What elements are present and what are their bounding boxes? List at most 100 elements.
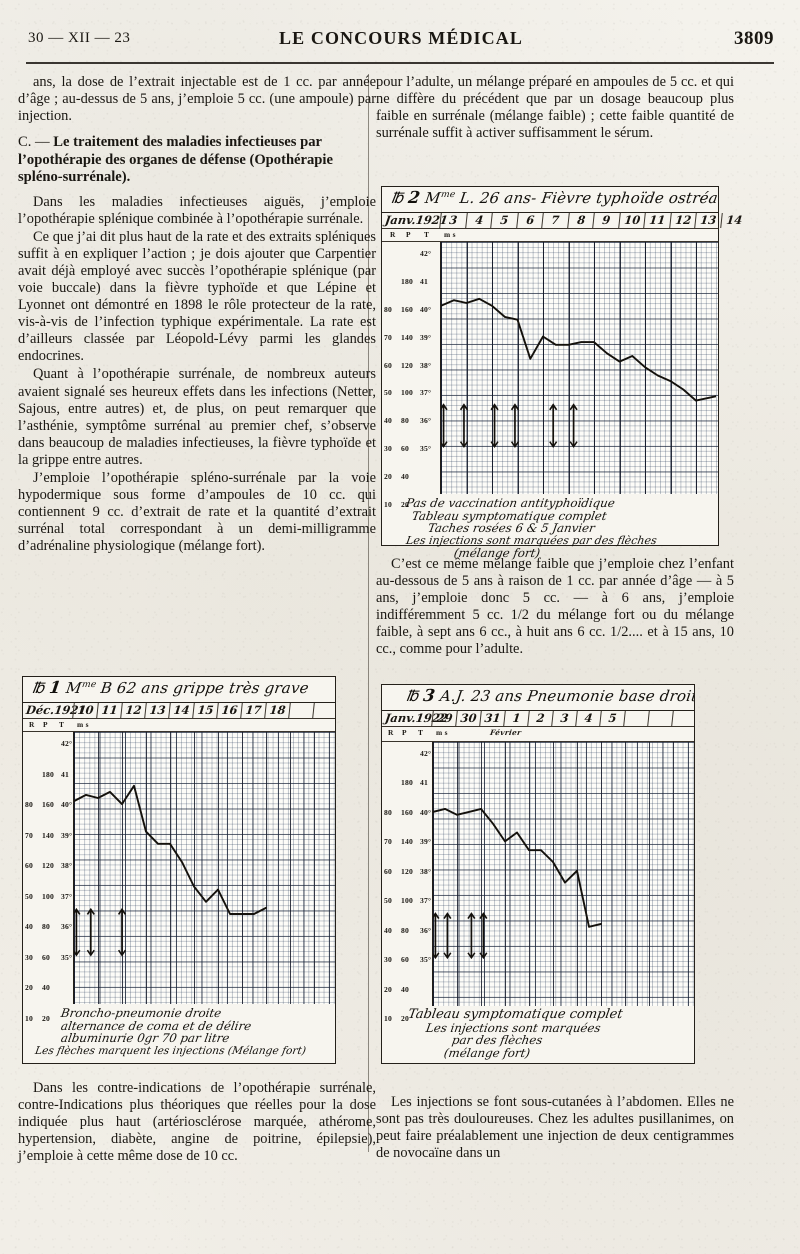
y-tick-respiration: 70: [384, 332, 392, 342]
chart-day-cell: 6: [515, 213, 543, 228]
y-tick-temperature: 36°: [420, 416, 432, 426]
chart-day-cell: 30: [455, 711, 481, 726]
y-tick-pulse: 40: [42, 983, 50, 993]
chart-patient-rest: B 62 ans: [99, 679, 170, 697]
caption-line: Les flèches marquent les injections (Mél…: [34, 1044, 307, 1057]
chart-day-cell: 1: [503, 711, 529, 726]
chart-patient-rest: 23 ans: [469, 687, 524, 705]
paragraph: Dans les contre-indications de l’opothér…: [18, 1080, 376, 1165]
temperature-line: [433, 807, 602, 928]
chart-patient-sup: me: [81, 680, 97, 690]
chart-day-cell: 17: [240, 703, 266, 718]
temperature-curve-svg: [74, 784, 267, 957]
chart-date-row: Janv.1921 3 4 5 6 7 8 9 10 11 12 13 14: [382, 213, 747, 229]
caption-line: Broncho-pneumonie droite: [59, 1006, 223, 1020]
injection-arrow: [433, 912, 440, 960]
y-tick-temperature: 40°: [61, 800, 73, 810]
grid-day-line: [492, 242, 494, 494]
caption-line: (mélange fort): [442, 1045, 532, 1060]
section-subhead: C. — Le traitement des maladies infectie…: [18, 134, 376, 186]
chart-day-cell: 5: [599, 711, 625, 726]
y-tick-temperature: 38°: [61, 861, 73, 871]
fever-chart-2: ℔ 2 Mme L. 26 ans- Fièvre typhoïde ostré…: [381, 186, 747, 560]
chart-day-cell: 8: [566, 213, 594, 228]
chart-plot-area: 42° 41 40° 39° 38° 37° 36° 35° 180 160 140 120 100 80…: [382, 742, 694, 1023]
injection-arrow: [510, 403, 520, 448]
chart-patient-rest: L. 26 ans: [458, 189, 533, 207]
y-tick-respiration: 20: [384, 984, 392, 994]
y-tick-temperature: 39°: [61, 830, 73, 840]
grid-day-line: [218, 732, 220, 1004]
temperature-line: [441, 297, 716, 402]
paragraph: C’est ce même mélange faible que j’emplo…: [376, 556, 734, 658]
chart-day-cell: 9: [592, 213, 620, 228]
grid-day-line: [457, 742, 459, 1006]
paragraph: Ce que j’ai dit plus haut de la rate et …: [18, 228, 376, 365]
y-tick-pulse: 180: [42, 769, 54, 779]
column-divider: [368, 74, 369, 1152]
axis-header-p: P: [406, 230, 411, 239]
y-tick-temperature: 42°: [61, 739, 73, 748]
chart-patient: M: [64, 679, 83, 697]
paragraph: ans, la dose de l’extrait injectable est…: [18, 74, 376, 125]
chart-day-cell: 11: [96, 703, 122, 718]
injection-arrow: [117, 907, 127, 957]
y-tick-temperature: 40°: [420, 807, 432, 817]
y-tick-temperature: 39°: [420, 837, 432, 847]
temperature-curve-svg: [433, 807, 602, 960]
paragraph: J’emploie l’opothérapie spléno-surrénale…: [18, 470, 376, 555]
y-tick-temperature: 35°: [420, 955, 432, 965]
chart-day-cell: 5: [490, 213, 518, 228]
chart-day-cell: 14: [168, 703, 194, 718]
running-head: 30 — XII — 23 LE CONCOURS MÉDICAL 3809: [28, 28, 774, 58]
injection-arrow: [459, 403, 469, 448]
chart-day-cell-empty: [671, 711, 697, 726]
chart-grid: [440, 242, 718, 494]
injection-arrow: [467, 912, 476, 960]
chart-caption: Pas de vaccination antityphoïdique Table…: [382, 494, 718, 564]
right-column: pour l’adulte, un mélange préparé en amp…: [376, 74, 734, 143]
y-tick-respiration: 30: [384, 444, 392, 454]
grid-coarse: [74, 732, 335, 1004]
y-tick-pulse: 80: [401, 925, 409, 935]
left-column-bottom: Dans les contre-indications de l’opothér…: [18, 1080, 376, 1166]
chart-date-row: Déc.1921 10 11 12 13 14 15 16 17 18: [23, 703, 338, 719]
grid-day-line: [594, 242, 596, 494]
y-tick-respiration: 50: [384, 896, 392, 906]
chart-day-cell: 31: [479, 711, 505, 726]
chart-day-cell-empty: [647, 711, 673, 726]
chart-day-cell: 4: [464, 213, 492, 228]
y-tick-pulse: 120: [401, 360, 413, 370]
grid-day-line: [98, 732, 100, 1004]
y-tick-pulse: 40: [401, 984, 409, 994]
y-tick-respiration: 40: [384, 925, 392, 935]
chart-number: 1: [48, 678, 63, 697]
chart-diagnosis: Fièvre typhoïde ostréaire: [540, 189, 718, 207]
chart-day-cell: 16: [216, 703, 242, 718]
chart-day-cell: 12: [668, 213, 696, 228]
grid-day-line: [466, 242, 468, 494]
y-tick-temperature: 35°: [61, 952, 73, 962]
chart-patient-sup: me: [440, 190, 456, 200]
chart-day-cell-empty: [312, 703, 338, 718]
chart-day-cell: 13: [694, 213, 722, 228]
y-tick-pulse: 160: [401, 807, 413, 817]
y-tick-temperature: 41: [420, 778, 428, 788]
chart-day-cell: 7: [541, 213, 569, 228]
grid-day-line: [568, 242, 570, 494]
page-number: 3809: [734, 28, 774, 49]
chart-number: 2: [407, 188, 422, 207]
fever-chart-3: ℔ 3 A.J. 23 ans Pneumonie base droite Ja…: [381, 684, 697, 1064]
y-tick-temperature: 42°: [420, 749, 432, 758]
y-tick-pulse: 20: [401, 500, 409, 510]
chart-caption: Tableau symptomatique complet Les inject…: [382, 1006, 694, 1063]
chart-grid: [73, 732, 335, 1004]
axis-header-t: T: [418, 728, 424, 737]
chart-diagnosis: grippe très grave: [172, 679, 311, 697]
chart-day-cell: 10: [72, 703, 98, 718]
y-tick-respiration: 60: [25, 861, 33, 871]
injection-arrow: [441, 403, 448, 448]
chart-grid: [432, 742, 694, 1006]
axis-header-p: P: [43, 720, 48, 729]
y-tick-respiration: 60: [384, 866, 392, 876]
